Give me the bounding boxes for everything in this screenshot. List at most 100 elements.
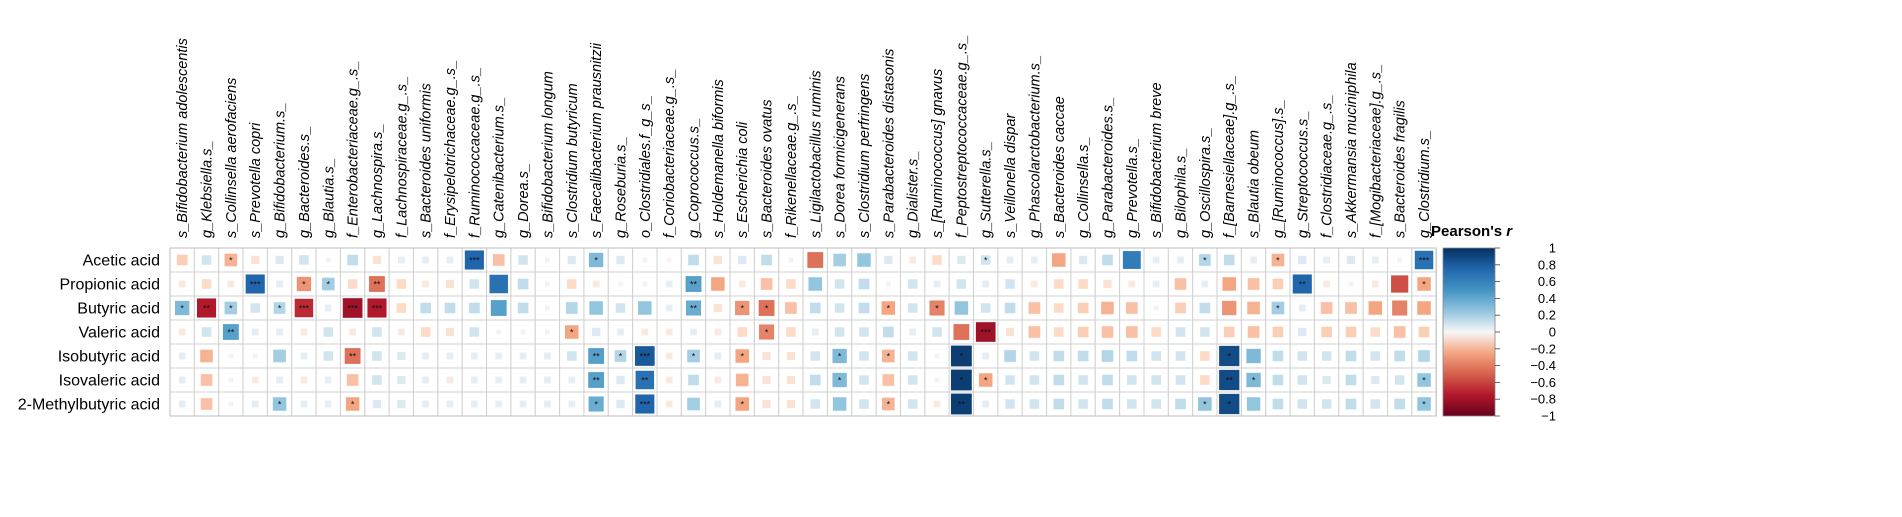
correlation-square xyxy=(1320,302,1333,314)
correlation-square xyxy=(1125,302,1138,314)
legend-tick-label: −0.2 xyxy=(1530,341,1556,356)
correlation-square xyxy=(1321,326,1332,338)
correlation-square xyxy=(495,352,503,360)
correlation-square xyxy=(1005,375,1015,385)
correlation-square xyxy=(1394,375,1405,385)
column-label: s_Bacteroides fragilis xyxy=(1393,100,1409,238)
column-label: g_Coprococcus.s_ xyxy=(687,118,703,238)
correlation-square xyxy=(1175,302,1186,314)
correlation-square xyxy=(196,298,217,318)
correlation-square xyxy=(735,349,749,363)
correlation-square xyxy=(665,328,673,336)
correlation-square xyxy=(273,349,286,363)
correlation-square xyxy=(227,280,235,288)
column-label: g_Clostridium.s_ xyxy=(1417,130,1433,238)
correlation-square xyxy=(1394,350,1406,362)
correlation-square xyxy=(1345,302,1357,314)
correlation-square xyxy=(1201,280,1209,288)
column-label: g_Dorea.s_ xyxy=(516,163,532,238)
correlation-square xyxy=(1029,351,1040,361)
column-label: s_Dorea formicigenerans xyxy=(833,76,849,238)
correlation-square xyxy=(324,400,332,408)
significance-mark: *** xyxy=(250,280,261,290)
correlation-square xyxy=(495,376,503,384)
correlation-square xyxy=(321,277,335,291)
correlation-square xyxy=(909,256,917,264)
cell-border xyxy=(388,319,414,345)
correlation-square xyxy=(1029,375,1040,385)
significance-mark: * xyxy=(570,328,574,338)
correlation-square xyxy=(201,279,212,289)
correlation-square xyxy=(1198,397,1212,411)
significance-mark: * xyxy=(765,304,769,314)
correlation-square xyxy=(642,281,648,287)
correlation-square xyxy=(953,324,970,340)
correlation-square xyxy=(881,301,896,315)
significance-mark: *** xyxy=(469,256,480,266)
correlation-square xyxy=(1125,326,1138,338)
correlation-square xyxy=(397,351,406,361)
significance-mark: * xyxy=(1276,256,1280,266)
correlation-square xyxy=(934,377,940,383)
correlation-square xyxy=(1054,327,1064,337)
correlation-square xyxy=(1031,280,1038,288)
row-labels: Acetic acid Propionic acid Butyric acid Val… xyxy=(18,253,160,414)
correlation-square xyxy=(690,328,697,336)
correlation-square xyxy=(369,276,385,292)
correlation-square xyxy=(1200,327,1210,337)
column-label: f_Peptostreptococcaceae.g_.s_ xyxy=(954,35,970,238)
correlation-square xyxy=(1414,250,1434,270)
legend-tick-label: −1 xyxy=(1541,409,1556,424)
correlation-square xyxy=(245,274,265,294)
correlation-square xyxy=(1368,301,1383,315)
correlation-square xyxy=(588,348,605,364)
correlation-square xyxy=(907,303,918,313)
correlation-square xyxy=(934,353,940,359)
correlation-square xyxy=(1392,300,1408,316)
correlation-square xyxy=(1077,326,1089,338)
correlation-square xyxy=(810,351,821,361)
correlation-square xyxy=(200,374,213,386)
correlation-square xyxy=(738,255,747,265)
correlation-square xyxy=(982,352,990,360)
correlation-square xyxy=(445,327,455,337)
significance-mark: * xyxy=(1422,280,1426,290)
correlation-square xyxy=(1004,302,1016,314)
correlation-square xyxy=(1250,256,1257,264)
correlation-square xyxy=(1346,255,1356,265)
correlation-square xyxy=(665,304,673,312)
correlation-square xyxy=(1078,399,1088,409)
correlation-square xyxy=(638,301,652,315)
correlation-square xyxy=(490,300,507,316)
correlation-square xyxy=(761,254,772,266)
correlation-square xyxy=(1272,326,1284,338)
correlation-square xyxy=(346,374,359,386)
correlation-square xyxy=(857,253,871,267)
correlation-square xyxy=(687,397,700,411)
correlation-square xyxy=(372,399,382,409)
correlation-square xyxy=(687,349,700,363)
correlation-square xyxy=(372,375,382,385)
correlation-square xyxy=(397,328,405,336)
significance-mark: ** xyxy=(373,280,381,290)
correlation-square xyxy=(300,328,308,336)
row-label: Isobutyric acid xyxy=(58,349,160,366)
column-label: f_[Barnesiellaceae].g_.s_ xyxy=(1222,75,1238,238)
significance-mark: * xyxy=(935,304,939,314)
correlation-square xyxy=(1219,345,1240,367)
correlation-square xyxy=(1175,351,1186,361)
correlation-square xyxy=(1272,398,1284,410)
correlation-square xyxy=(1153,305,1159,311)
significance-mark: * xyxy=(1203,256,1207,266)
correlation-square xyxy=(228,353,234,359)
correlation-square xyxy=(614,350,627,362)
correlation-square xyxy=(616,399,625,409)
correlation-square xyxy=(617,328,624,336)
correlation-square xyxy=(1298,255,1307,265)
correlation-square xyxy=(1151,399,1161,409)
correlation-square xyxy=(300,352,308,360)
correlation-square xyxy=(1005,327,1015,337)
correlation-square xyxy=(446,256,454,264)
correlation-square xyxy=(1298,304,1306,312)
correlation-square xyxy=(982,400,990,408)
